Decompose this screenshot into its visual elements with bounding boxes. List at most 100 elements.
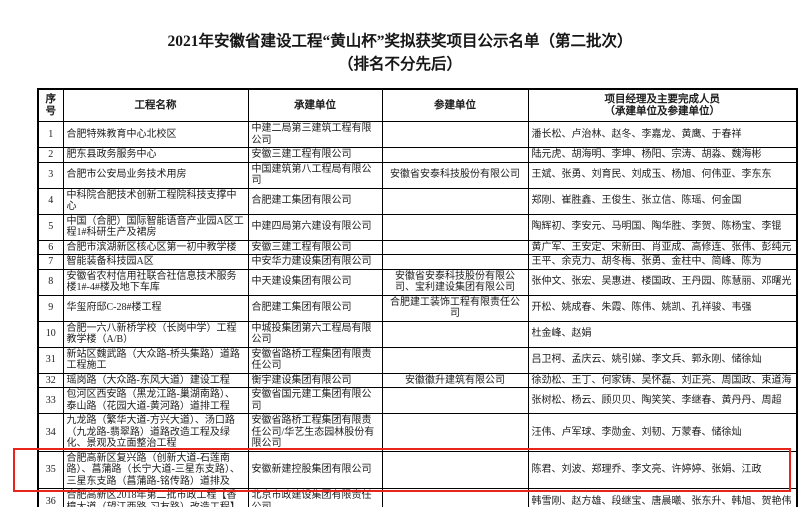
table-header-row: 序号 工程名称 承建单位 参建单位 项目经理及主要完成人员 （承建单位及参建单位）: [37, 88, 798, 122]
header-cell: 承建单位: [247, 88, 383, 122]
table-row: 8 安徽省农村信用社联合社信息技术服务楼1#-4#楼及地下车库 中天建设集团有限公司…: [37, 268, 798, 296]
cell-seq: 31: [37, 346, 64, 374]
table-row: 4 中科院合肥技术创新工程院科技支撑中心 合肥建工集团有限公司 郑刚、崔胜鑫、王俊生、…: [37, 187, 798, 215]
cell-seq: 2: [37, 147, 64, 163]
cell-seq: 3: [37, 161, 64, 189]
document-title: 2021年安徽省建设工程“黄山杯”奖拟获奖项目公示名单（第二批次） （排名不分先…: [0, 30, 800, 76]
cell-personnel: 汪伟、卢军球、李勋金、刘韧、万蒙春、储徐灿: [527, 413, 798, 452]
cell-personnel: 黄广军、王安定、宋新田、肖亚成、高修连、张伟、彭纯元: [527, 239, 798, 255]
cell-builder-unit: 衡宇建设集团有限公司: [247, 372, 383, 388]
cell-project-name: 合肥高新区复兴路（创新大道-石莲南路）、菖蒲路（长宁大道-三星东支路）、三星东支…: [62, 450, 249, 489]
document-title-line1: 2021年安徽省建设工程“黄山杯”奖拟获奖项目公示名单（第二批次）: [167, 33, 633, 50]
cell-personnel: 陶辉初、李安元、马明国、陶华胜、李贺、陈杨宝、李锟: [527, 213, 798, 241]
table-row: 9 华玺府邸C-28#楼工程 合肥建工集团有限公司 合肥建工装饰工程有限责任公司 开松、…: [37, 294, 798, 322]
cell-participant-unit: [381, 387, 529, 414]
cell-project-name: 安徽省农村信用社联合社信息技术服务楼1#-4#楼及地下车库: [62, 268, 249, 296]
table-row: 5 中国（合肥）国际智能语音产业园A区工程1#科研生产及裙房 中建四局第六建设有限公…: [37, 213, 798, 241]
cell-participant-unit: 安徽省安泰科技股份有限公司: [381, 161, 529, 189]
cell-participant-unit: [381, 147, 529, 163]
cell-seq: 4: [37, 187, 64, 215]
cell-builder-unit: 安徽三建工程有限公司: [247, 147, 383, 163]
cell-project-name: 华玺府邸C-28#楼工程: [62, 294, 249, 322]
cell-builder-unit: 中城投集团第六工程局有限公司: [247, 320, 383, 348]
cell-participant-unit: [381, 121, 529, 148]
table-row: 6 合肥市滨湖新区核心区第一初中教学楼 安徽三建工程有限公司 黄广军、王安定、宋新田、…: [37, 239, 798, 255]
header-cell: 序号: [37, 88, 64, 122]
cell-builder-unit: 安徽新建控股集团有限公司: [247, 450, 383, 489]
cell-builder-unit: 安徽省路桥工程集团有限责任公司: [247, 346, 383, 374]
cell-participant-unit: [381, 488, 529, 507]
cell-seq: 33: [37, 387, 64, 414]
table-row: 3 合肥市公安局业务技术用房 中国建筑第八工程局有限公司 安徽省安泰科技股份有限公司王…: [37, 161, 798, 189]
cell-builder-unit: 合肥建工集团有限公司: [247, 294, 383, 322]
cell-seq: 8: [37, 268, 64, 296]
cell-project-name: 九龙路（繁华大道-方兴大道）、汤口路（九龙路-翡翠路）道路改造工程及绿化、景观及…: [62, 413, 249, 452]
cell-seq: 6: [37, 239, 64, 255]
cell-seq: 9: [37, 294, 64, 322]
cell-project-name: 肥东县政务服务中心: [62, 147, 249, 163]
cell-project-name: 中国（合肥）国际智能语音产业园A区工程1#科研生产及裙房: [62, 213, 249, 241]
cell-builder-unit: 中建四局第六建设有限公司: [247, 213, 383, 241]
cell-seq: 10: [37, 320, 64, 348]
cell-project-name: 中科院合肥技术创新工程院科技支撑中心: [62, 187, 249, 215]
award-projects-table: 序号 工程名称 承建单位 参建单位 项目经理及主要完成人员 （承建单位及参建单位） 1 合肥…: [37, 88, 798, 507]
table-row: 32 瑶岗路（大众路-东风大道）建设工程 衡宇建设集团有限公司 安徽徽升建筑有限公司徐…: [37, 372, 798, 388]
cell-builder-unit: 中天建设集团有限公司: [247, 268, 383, 296]
cell-project-name: 包河区西安路（黑龙江路-巢湖南路）、泰山路（花园大道-黄河路）道排工程: [62, 387, 249, 414]
cell-seq: 32: [37, 372, 64, 388]
cell-project-name: 合肥特殊教育中心北校区: [62, 121, 249, 148]
cell-project-name: 瑶岗路（大众路-东风大道）建设工程: [62, 372, 249, 388]
cell-participant-unit: [381, 346, 529, 374]
cell-builder-unit: 安徽省路桥工程集团有限责任公司/华艺生态园林股份有限公司: [247, 413, 383, 452]
cell-personnel: 张树松、杨云、顾贝贝、陶笑笑、李继春、黄丹丹、周超: [527, 387, 798, 414]
cell-participant-unit: [381, 320, 529, 348]
cell-personnel: 徐劲松、王丁、何家铸、吴怀磊、刘正亮、周国政、束道海: [527, 372, 798, 388]
table-row: 36 合肥高新区2018年第二批市政工程【香樟大道（望江西路-习友路）改造工程】北…: [37, 488, 798, 507]
table-row: 7 智能装备科技园A区 中安华力建设集团有限公司 王平、余克力、胡冬梅、张勇、金柱中、…: [37, 254, 798, 270]
cell-participant-unit: [381, 254, 529, 270]
cell-personnel: 韩雪刚、赵方雄、段继宝、唐晨曦、张东升、韩旭、贺艳伟: [527, 488, 798, 507]
cell-seq: 1: [37, 121, 64, 148]
cell-builder-unit: 安徽三建工程有限公司: [247, 239, 383, 255]
cell-personnel: 陈君、刘波、郑理乔、李文亮、许婷婷、张娟、江政: [527, 450, 798, 489]
cell-personnel: 张仲文、张宏、吴惠进、楼国政、王丹园、陈慧丽、邓曙光: [527, 268, 798, 296]
cell-seq: 7: [37, 254, 64, 270]
cell-seq: 35: [37, 450, 64, 489]
cell-project-name: 合肥市公安局业务技术用房: [62, 161, 249, 189]
cell-project-name: 合肥市滨湖新区核心区第一初中教学楼: [62, 239, 249, 255]
cell-seq: 36: [37, 488, 64, 507]
cell-personnel: 郑刚、崔胜鑫、王俊生、张立信、陈瑶、何金国: [527, 187, 798, 215]
table-row: 34 九龙路（繁华大道-方兴大道）、汤口路（九龙路-翡翠路）道路改造工程及绿化、景…: [37, 413, 798, 452]
cell-participant-unit: 安徽省安泰科技股份有限公司、宝利建设集团有限公司: [381, 268, 529, 296]
header-cell: 参建单位: [381, 88, 529, 122]
cell-participant-unit: [381, 213, 529, 241]
document-title-line2: （排名不分先后）: [337, 56, 462, 73]
cell-personnel: 王平、余克力、胡冬梅、张勇、金柱中、简峰、陈为: [527, 254, 798, 270]
cell-participant-unit: 合肥建工装饰工程有限责任公司: [381, 294, 529, 322]
cell-participant-unit: [381, 413, 529, 452]
cell-personnel: 潘长松、卢治林、赵冬、李嘉龙、黄鹰、于春祥: [527, 121, 798, 148]
cell-seq: 5: [37, 213, 64, 241]
table-body: 1 合肥特殊教育中心北校区 中建二局第三建筑工程有限公司 潘长松、卢治林、赵冬、李嘉龙…: [37, 121, 798, 507]
cell-personnel: 吕卫柯、孟庆云、姚引娣、李文兵、郭永刚、储徐灿: [527, 346, 798, 374]
cell-seq: 34: [37, 413, 64, 452]
table-row: 35 合肥高新区复兴路（创新大道-石莲南路）、菖蒲路（长宁大道-三星东支路）、三星…: [37, 450, 798, 489]
header-cell: 工程名称: [62, 88, 249, 122]
cell-builder-unit: 中安华力建设集团有限公司: [247, 254, 383, 270]
cell-personnel: 开松、姚成春、朱霞、陈伟、姚凯、孔祥骏、韦强: [527, 294, 798, 322]
header-cell: 项目经理及主要完成人员 （承建单位及参建单位）: [527, 88, 798, 122]
cell-builder-unit: 合肥建工集团有限公司: [247, 187, 383, 215]
cell-participant-unit: [381, 187, 529, 215]
table-row: 10 合肥一六八新桥学校（长岗中学）工程教学楼（A/B） 中城投集团第六工程局有限公…: [37, 320, 798, 348]
header-cell-subtitle: （承建单位及参建单位）: [604, 105, 721, 117]
cell-participant-unit: [381, 450, 529, 489]
table-row: 1 合肥特殊教育中心北校区 中建二局第三建筑工程有限公司 潘长松、卢治林、赵冬、李嘉龙…: [37, 121, 798, 148]
cell-project-name: 新站区魏武路（大众路-桥头集路）道路工程施工: [62, 346, 249, 374]
cell-builder-unit: 中国建筑第八工程局有限公司: [247, 161, 383, 189]
table-row: 33 包河区西安路（黑龙江路-巢湖南路）、泰山路（花园大道-黄河路）道排工程 安徽省…: [37, 387, 798, 414]
cell-personnel: 陆元虎、胡海明、李坤、杨阳、宗涛、胡淼、魏海彬: [527, 147, 798, 163]
cell-builder-unit: 中建二局第三建筑工程有限公司: [247, 121, 383, 148]
cell-personnel: 杜金峰、赵娟: [527, 320, 798, 348]
table-row: 31 新站区魏武路（大众路-桥头集路）道路工程施工 安徽省路桥工程集团有限责任公司 吕…: [37, 346, 798, 374]
